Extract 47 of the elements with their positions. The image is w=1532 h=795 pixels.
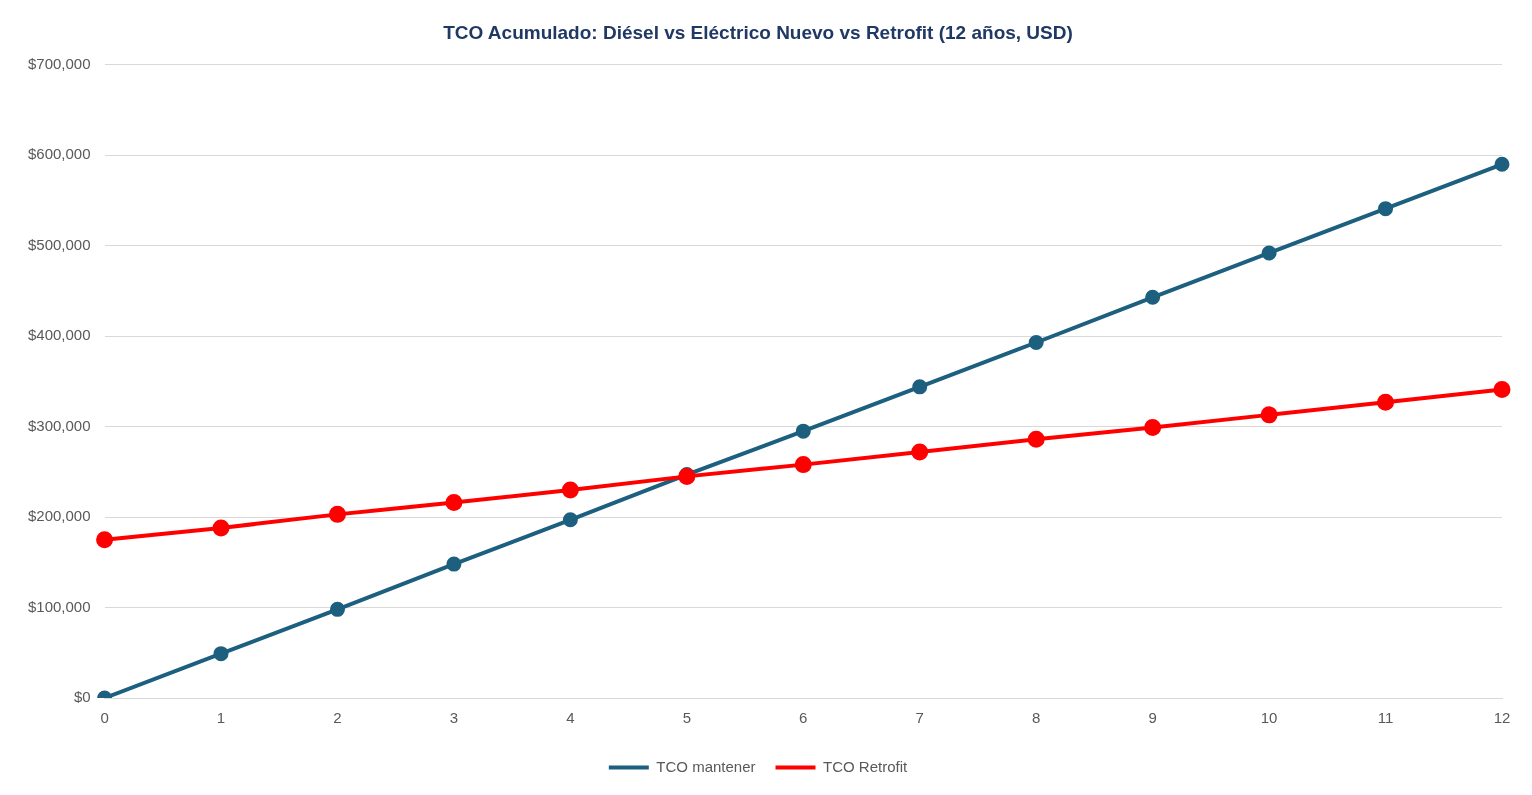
y-tick-label: $700,000	[27, 54, 91, 72]
legend-label: TCO Retrofit	[823, 757, 909, 775]
point	[1027, 430, 1045, 448]
x-tick-label: 4	[566, 709, 575, 727]
x-tick-label: 5	[682, 709, 691, 727]
point	[1144, 419, 1162, 437]
point	[1260, 406, 1278, 424]
legend-label: TCO mantener	[656, 757, 756, 775]
point	[794, 456, 812, 474]
x-tick-label: 2	[333, 709, 342, 727]
x-tick-label: 7	[915, 709, 924, 727]
point	[562, 512, 578, 528]
y-tick-label: $300,000	[27, 416, 91, 434]
x-tick-label: 11	[1377, 709, 1394, 727]
chart-title: TCO Acumulado: Diésel vs Eléctrico Nuevo vs Retrofit (12 años, USD)	[443, 21, 1073, 43]
point	[1494, 156, 1510, 172]
point	[1028, 335, 1044, 350]
x-tick-label: 1	[216, 709, 226, 727]
point	[912, 379, 928, 395]
y-tick-label: $600,000	[27, 145, 91, 163]
point	[329, 601, 345, 617]
x-tick-label: 0	[100, 709, 109, 727]
point	[1145, 289, 1161, 305]
y-tick-label: $100,000	[27, 597, 91, 615]
point	[795, 423, 811, 439]
point	[1377, 393, 1395, 411]
point	[1261, 245, 1277, 261]
point	[561, 481, 579, 499]
point	[213, 646, 229, 662]
x-tick-label: 6	[799, 709, 808, 727]
y-tick-label: $500,000	[27, 235, 91, 253]
x-tick-label: 12	[1493, 709, 1511, 727]
point	[1493, 381, 1511, 399]
point	[1378, 201, 1394, 217]
x-tick-label: 9	[1148, 709, 1157, 727]
point	[445, 494, 463, 512]
point	[911, 443, 929, 461]
y-tick-label: $0	[73, 688, 91, 706]
point	[328, 505, 346, 523]
point	[446, 556, 462, 572]
y-tick-label: $200,000	[27, 507, 91, 525]
x-tick-label: 8	[1032, 709, 1041, 727]
y-tick-label: $400,000	[27, 326, 91, 344]
x-tick-label: 3	[449, 709, 459, 727]
point	[96, 531, 114, 549]
x-tick-label: 10	[1260, 709, 1278, 727]
point	[212, 519, 230, 537]
